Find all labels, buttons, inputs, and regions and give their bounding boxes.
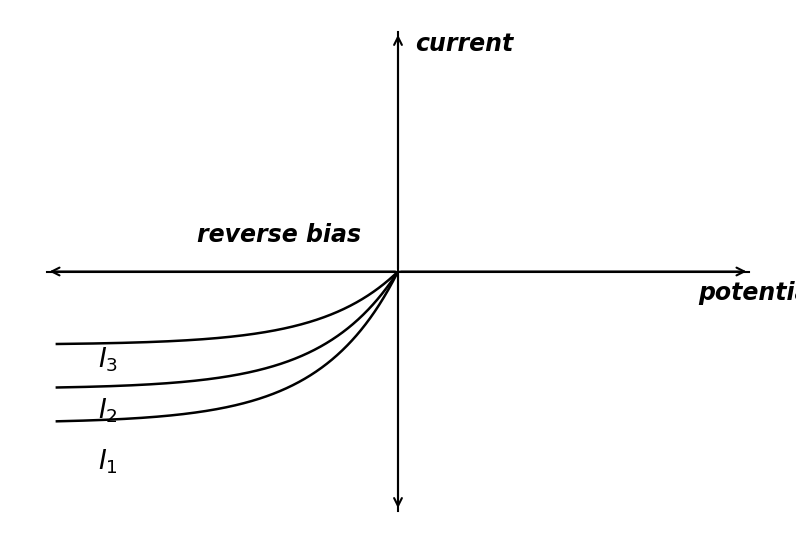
Text: reverse bias: reverse bias xyxy=(197,223,361,247)
Text: potential: potential xyxy=(698,281,796,306)
Text: $\mathit{I}_1$: $\mathit{I}_1$ xyxy=(98,448,118,476)
Text: $\mathit{I}_2$: $\mathit{I}_2$ xyxy=(98,396,118,425)
Text: current: current xyxy=(415,32,513,56)
Text: $\mathit{I}_3$: $\mathit{I}_3$ xyxy=(98,345,118,374)
